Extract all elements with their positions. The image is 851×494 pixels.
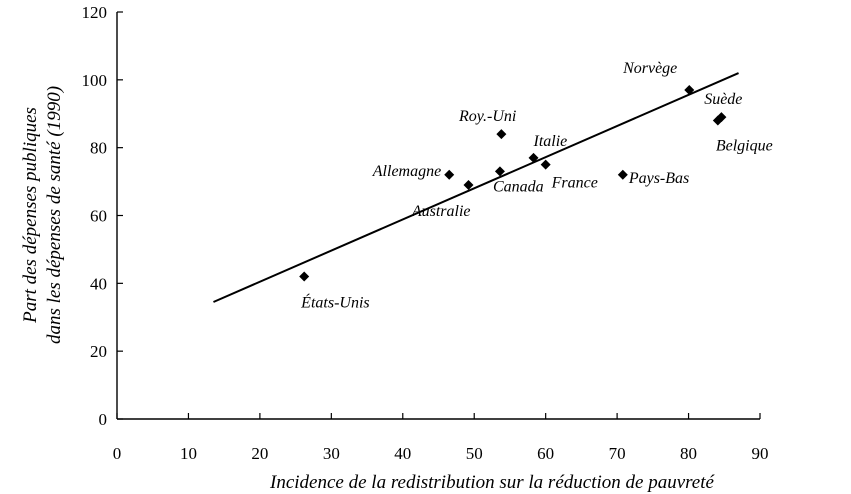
x-axis-title: Incidence de la redistribution sur la ré… — [269, 472, 716, 493]
x-tick-label: 0 — [113, 444, 122, 463]
x-tick-label: 20 — [251, 444, 268, 463]
point-label-roy-uni: Roy.-Uni — [458, 108, 516, 125]
data-point-etats-unis — [299, 271, 310, 282]
trendline-layer — [213, 72, 739, 303]
data-points-layer — [299, 85, 727, 282]
point-label-australie: Australie — [411, 203, 471, 220]
data-point-pays-bas — [617, 169, 628, 180]
point-label-belgique: Belgique — [716, 138, 773, 155]
data-point-france — [540, 159, 551, 170]
point-labels-layer: États-Unis Allemagne Australie Canada Roy.-U… — [300, 60, 773, 312]
data-point-belgique — [712, 115, 723, 126]
x-tick-label: 50 — [466, 444, 483, 463]
point-label-france: France — [551, 175, 598, 192]
y-tick-label: 80 — [90, 139, 107, 158]
y-tick-label: 120 — [82, 3, 108, 22]
data-point-norvege — [684, 85, 695, 96]
x-tick-label: 10 — [180, 444, 197, 463]
point-label-etats-unis: États-Unis — [300, 293, 369, 312]
y-axis-title-line-2: dans les dépenses de santé (1990) — [44, 86, 65, 344]
data-point-australie — [463, 179, 474, 190]
x-tick-label: 90 — [752, 444, 769, 463]
x-tick-label: 60 — [537, 444, 554, 463]
point-label-norvege: Norvège — [622, 60, 677, 77]
trendline — [213, 72, 739, 303]
data-point-canada — [494, 166, 505, 177]
x-tick-label: 40 — [394, 444, 411, 463]
data-point-italie — [528, 152, 539, 163]
point-label-canada: Canada — [493, 178, 544, 195]
x-axis-ticks: 0 10 20 30 40 50 60 70 80 90 — [113, 413, 769, 463]
data-point-allemagne — [444, 169, 455, 180]
x-tick-label: 30 — [323, 444, 340, 463]
y-tick-label: 100 — [82, 71, 108, 90]
point-label-italie: Italie — [533, 133, 568, 150]
x-tick-label: 70 — [609, 444, 626, 463]
x-tick-label: 80 — [680, 444, 697, 463]
data-point-roy-uni — [496, 129, 507, 140]
point-label-allemagne: Allemagne — [372, 163, 441, 180]
y-axis-title-line-1: Part des dépenses publiques — [20, 107, 41, 324]
y-tick-label: 20 — [90, 342, 107, 361]
point-label-suede: Suède — [704, 91, 742, 108]
point-label-pays-bas: Pays-Bas — [628, 170, 689, 187]
y-tick-label: 40 — [90, 274, 107, 293]
y-tick-label: 0 — [99, 410, 108, 429]
y-axis-ticks: 0 20 40 60 80 100 120 — [82, 3, 123, 429]
y-tick-label: 60 — [90, 207, 107, 226]
